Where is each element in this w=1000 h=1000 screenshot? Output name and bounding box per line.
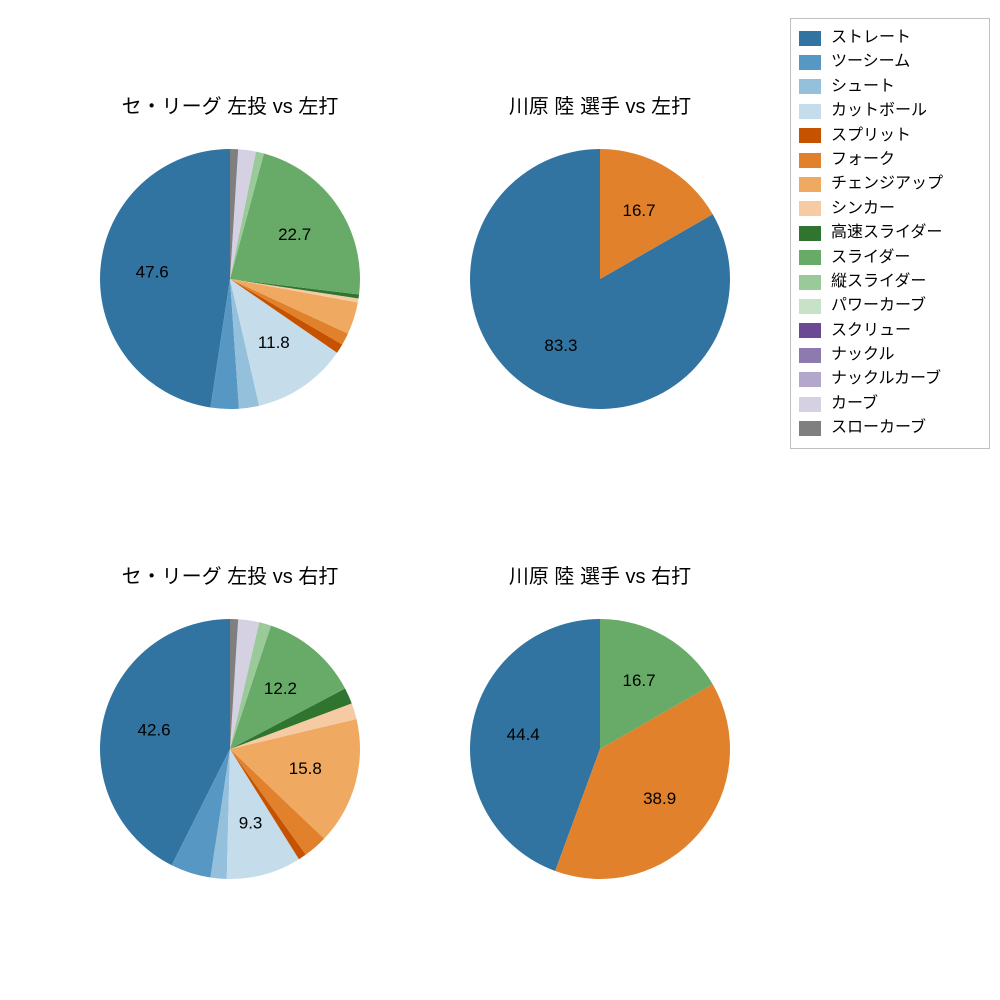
slice-label: 47.6 (136, 263, 169, 282)
legend-item: ナックルカーブ (799, 368, 981, 390)
legend-item: ツーシーム (799, 51, 981, 73)
legend-label: シンカー (831, 198, 895, 220)
pie-chart-top-left: セ・リーグ 左投 vs 左打 47.6 11.8 22.7 (50, 70, 410, 510)
pie-svg: 44.4 38.9 16.7 (450, 599, 750, 899)
legend-item: チェンジアップ (799, 173, 981, 195)
legend-swatch (799, 104, 821, 119)
legend-swatch (799, 397, 821, 412)
legend-item: シンカー (799, 198, 981, 220)
legend-item: スクリュー (799, 320, 981, 342)
legend-label: シュート (831, 76, 895, 98)
legend-swatch (799, 153, 821, 168)
legend-swatch (799, 421, 821, 436)
legend-item: ナックル (799, 344, 981, 366)
legend-swatch (799, 79, 821, 94)
slice-label: 12.2 (264, 679, 297, 698)
slice-label: 42.6 (138, 721, 171, 740)
legend-label: ツーシーム (831, 51, 910, 73)
legend-swatch (799, 226, 821, 241)
legend-item: 高速スライダー (799, 222, 981, 244)
legend-item: カーブ (799, 393, 981, 415)
legend-swatch (799, 201, 821, 216)
legend-label: ストレート (831, 27, 911, 49)
legend-item: スライダー (799, 247, 981, 269)
legend-swatch (799, 275, 821, 290)
legend-label: 縦スライダー (831, 271, 926, 293)
legend-label: カットボール (831, 100, 927, 122)
legend-label: ナックル (831, 344, 895, 366)
slice-label: 44.4 (507, 725, 540, 744)
pie-title: セ・リーグ 左投 vs 左打 (50, 90, 410, 119)
slice-label: 83.3 (544, 336, 577, 355)
slice-label: 16.7 (623, 201, 656, 220)
legend-item: ストレート (799, 27, 981, 49)
slice-label: 38.9 (643, 789, 676, 808)
legend-swatch (799, 372, 821, 387)
legend-swatch (799, 31, 821, 46)
pie-chart-bottom-left: セ・リーグ 左投 vs 右打 42.6 9.3 15.8 12.2 (50, 540, 410, 980)
slice-label: 22.7 (278, 225, 311, 244)
legend-swatch (799, 323, 821, 338)
legend-swatch (799, 250, 821, 265)
pie-title: 川原 陸 選手 vs 右打 (420, 560, 780, 589)
legend-item: カットボール (799, 100, 981, 122)
legend-label: フォーク (831, 149, 895, 171)
legend-label: 高速スライダー (831, 222, 942, 244)
legend-swatch (799, 299, 821, 314)
legend-item: パワーカーブ (799, 295, 981, 317)
legend-swatch (799, 55, 821, 70)
slice-label: 9.3 (239, 814, 263, 833)
legend-item: 縦スライダー (799, 271, 981, 293)
pie-svg: 83.3 16.7 (450, 129, 750, 429)
pie-chart-bottom-right: 川原 陸 選手 vs 右打 44.4 38.9 16.7 (420, 540, 780, 980)
pie-title: 川原 陸 選手 vs 左打 (420, 90, 780, 119)
legend-label: ナックルカーブ (831, 368, 941, 390)
legend-swatch (799, 348, 821, 363)
legend-label: スライダー (831, 247, 910, 269)
legend-item: スプリット (799, 125, 981, 147)
legend-label: スプリット (831, 125, 911, 147)
legend-item: スローカーブ (799, 417, 981, 439)
legend-label: カーブ (831, 393, 878, 415)
pie-chart-top-right: 川原 陸 選手 vs 左打 83.3 16.7 (420, 70, 780, 510)
legend-label: スクリュー (831, 320, 911, 342)
chart-grid: セ・リーグ 左投 vs 左打 47.6 11.8 22.7 川原 陸 選手 vs 左打 8… (0, 0, 780, 1000)
slice-label: 16.7 (623, 671, 656, 690)
legend-label: パワーカーブ (831, 295, 926, 317)
pie-title: セ・リーグ 左投 vs 右打 (50, 560, 410, 589)
pie-svg: 47.6 11.8 22.7 (80, 129, 380, 429)
legend-item: シュート (799, 76, 981, 98)
legend-item: フォーク (799, 149, 981, 171)
legend-label: スローカーブ (831, 417, 926, 439)
legend-swatch (799, 177, 821, 192)
slice-label: 11.8 (258, 333, 290, 352)
legend-swatch (799, 128, 821, 143)
slice-label: 15.8 (289, 759, 322, 778)
legend-label: チェンジアップ (831, 173, 943, 195)
legend: ストレートツーシームシュートカットボールスプリットフォークチェンジアップシンカー… (790, 18, 990, 449)
pie-svg: 42.6 9.3 15.8 12.2 (80, 599, 380, 899)
